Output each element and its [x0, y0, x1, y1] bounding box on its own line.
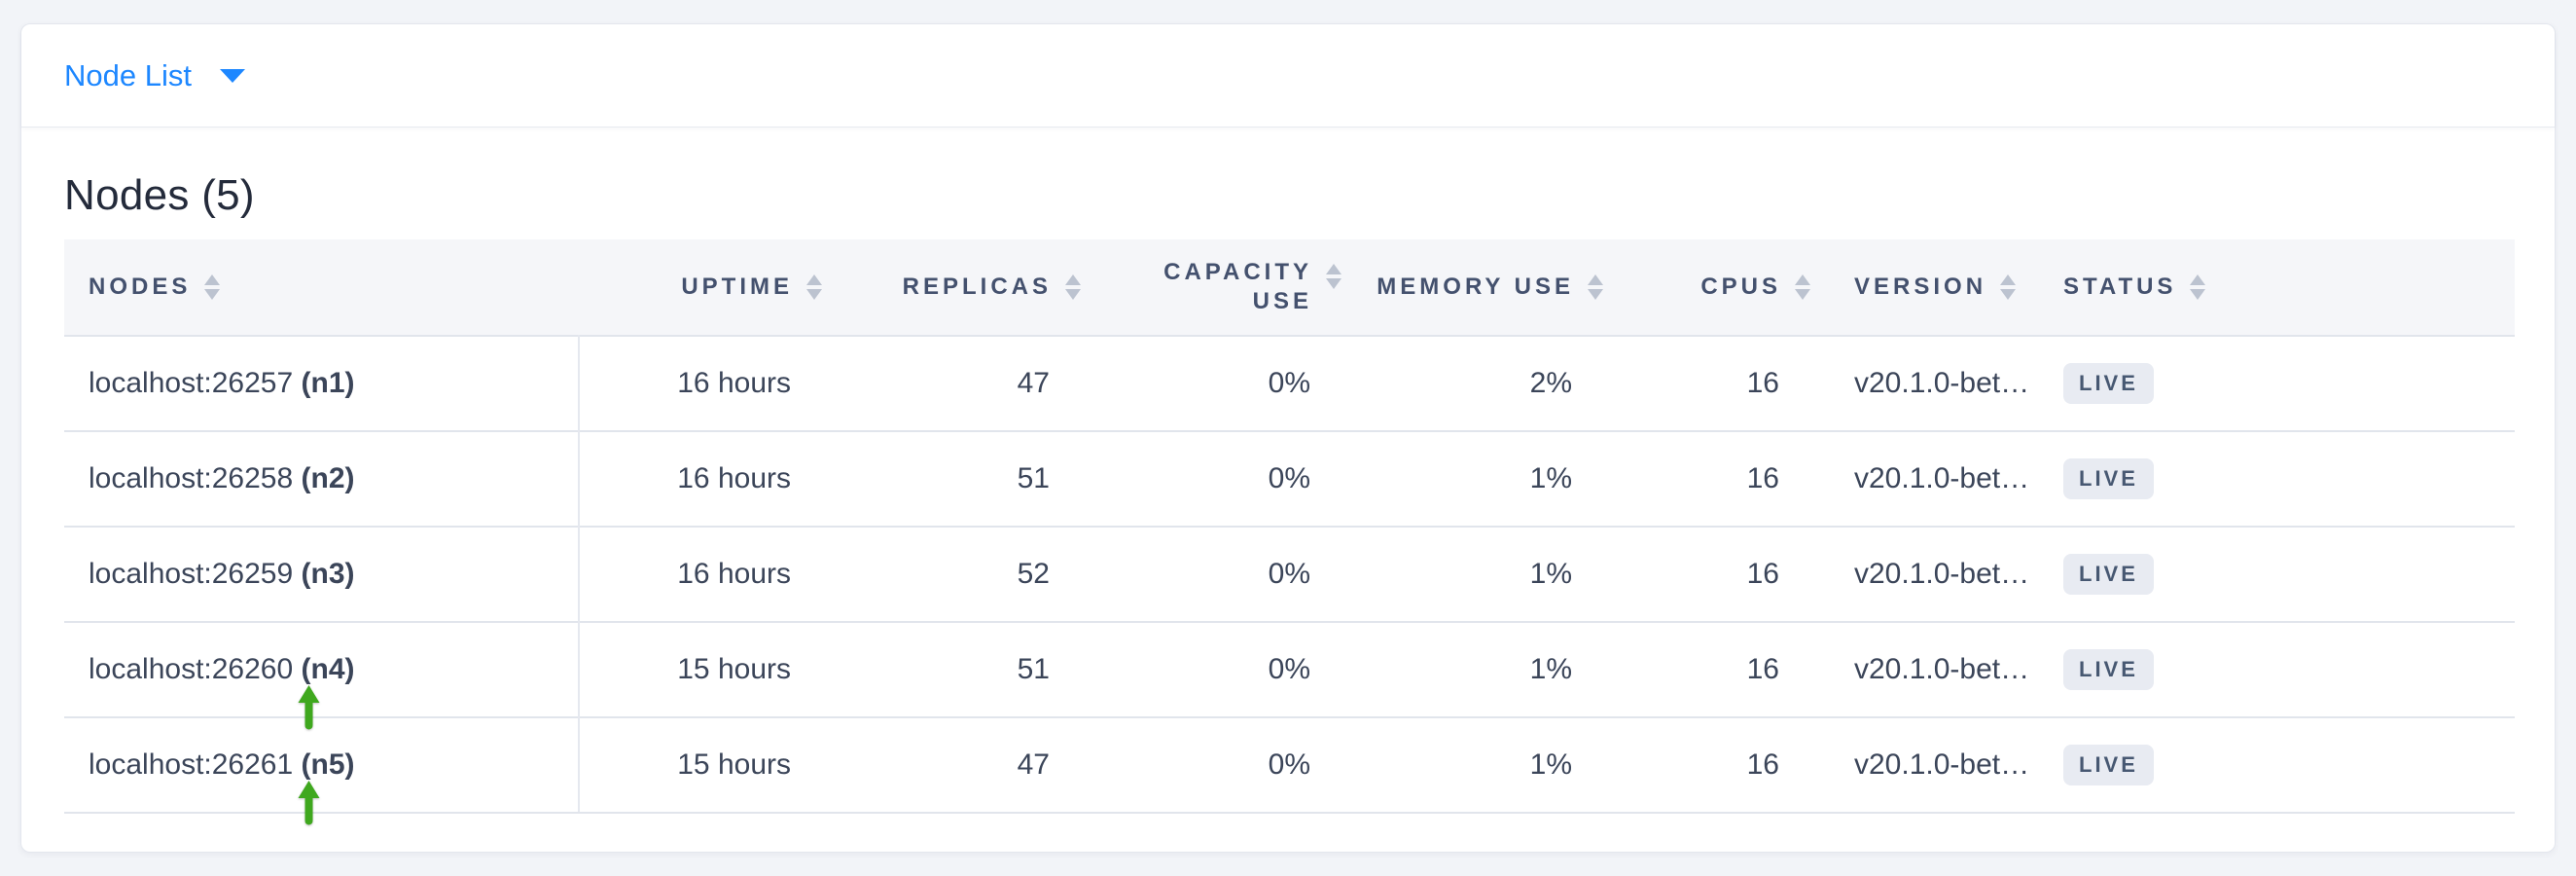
- status-cell: LIVE: [2052, 430, 2515, 527]
- node-address: localhost:26257: [89, 367, 302, 399]
- cpus-cell: 16: [1605, 335, 1812, 431]
- sort-icon[interactable]: [2188, 273, 2207, 302]
- memory-use-cell: 1%: [1343, 716, 1605, 814]
- table-row: localhost:26259 (n3) 16 hours 52 0% 1% 16 v20.…: [64, 526, 2515, 622]
- column-label: CAPACITY USE: [1163, 259, 1312, 314]
- column-label: STATUS: [2063, 274, 2177, 300]
- column-header-nodes[interactable]: NODES: [64, 239, 579, 336]
- version-cell: v20.1.0-bet…: [1812, 335, 2052, 431]
- sort-icon[interactable]: [805, 273, 824, 302]
- sort-icon[interactable]: [1324, 262, 1343, 291]
- node-id: (n5): [301, 748, 355, 781]
- capacity-use-cell: 0%: [1083, 621, 1343, 717]
- table-header-row: NODES UPTIME REPLICAS CAPACITY USE MEMOR…: [64, 239, 2515, 336]
- replicas-cell: 47: [824, 716, 1083, 814]
- version-cell: v20.1.0-bet…: [1812, 430, 2052, 527]
- node-address-cell: localhost:26259 (n3): [64, 526, 580, 622]
- status-cell: LIVE: [2052, 335, 2515, 431]
- sort-icon[interactable]: [1063, 273, 1083, 302]
- capacity-use-cell: 0%: [1083, 335, 1343, 431]
- node-address: localhost:26258: [89, 462, 302, 494]
- node-address-cell: localhost:26261 (n5): [64, 716, 580, 825]
- uptime-cell: 16 hours: [579, 526, 824, 622]
- status-badge: LIVE: [2063, 554, 2154, 595]
- node-id: (n1): [301, 367, 355, 399]
- version-cell: v20.1.0-bet…: [1812, 716, 2052, 814]
- status-badge: LIVE: [2063, 458, 2154, 499]
- column-header-capacity_use[interactable]: CAPACITY USE: [1083, 239, 1343, 336]
- cpus-cell: 16: [1605, 526, 1812, 622]
- cpus-cell: 16: [1605, 716, 1812, 814]
- node-address: localhost:26261: [89, 748, 302, 781]
- replicas-cell: 51: [824, 621, 1083, 717]
- replicas-cell: 52: [824, 526, 1083, 622]
- status-cell: LIVE: [2052, 526, 2515, 622]
- column-label: MEMORY USE: [1377, 274, 1574, 300]
- column-header-version[interactable]: VERSION: [1812, 239, 2052, 336]
- capacity-use-cell: 0%: [1083, 430, 1343, 527]
- sort-icon[interactable]: [1586, 273, 1605, 302]
- column-header-uptime[interactable]: UPTIME: [579, 239, 824, 336]
- node-id: (n3): [301, 558, 355, 590]
- node-address-cell: localhost:26258 (n2): [64, 430, 580, 527]
- table-body: localhost:26257 (n1) 16 hours 47 0% 2% 16 v20.…: [64, 335, 2515, 825]
- sort-icon[interactable]: [202, 273, 222, 302]
- memory-use-cell: 1%: [1343, 526, 1605, 622]
- node-address-cell: localhost:26257 (n1): [64, 335, 580, 431]
- version-cell: v20.1.0-bet…: [1812, 526, 2052, 622]
- table-head: NODES UPTIME REPLICAS CAPACITY USE MEMOR…: [64, 239, 2515, 336]
- column-header-replicas[interactable]: REPLICAS: [824, 239, 1083, 336]
- memory-use-cell: 1%: [1343, 430, 1605, 527]
- view-dropdown[interactable]: Node List: [64, 58, 246, 93]
- table-row: localhost:26261 (n5) 15 hours 47 0% 1% 16 v20…: [64, 716, 2515, 825]
- version-cell: v20.1.0-bet…: [1812, 621, 2052, 717]
- node-address-cell: localhost:26260 (n4): [64, 621, 580, 730]
- node-address: localhost:26260: [89, 653, 302, 685]
- table-row: localhost:26260 (n4) 15 hours 51 0% 1% 16 v20…: [64, 621, 2515, 730]
- column-header-memory_use[interactable]: MEMORY USE: [1343, 239, 1605, 336]
- chevron-down-icon: [219, 68, 245, 83]
- cpus-cell: 16: [1605, 621, 1812, 717]
- column-label: CPUS: [1700, 274, 1781, 300]
- table-row: localhost:26258 (n2) 16 hours 51 0% 1% 16 v20.…: [64, 430, 2515, 527]
- capacity-use-cell: 0%: [1083, 716, 1343, 814]
- view-selector-bar: Node List: [21, 24, 2555, 128]
- uptime-cell: 16 hours: [579, 335, 824, 431]
- cpus-cell: 16: [1605, 430, 1812, 527]
- uptime-cell: 16 hours: [579, 430, 824, 527]
- view-dropdown-label: Node List: [64, 57, 192, 92]
- uptime-cell: 15 hours: [579, 621, 824, 717]
- page-title: Nodes (5): [64, 171, 255, 219]
- capacity-use-cell: 0%: [1083, 526, 1343, 622]
- status-badge: LIVE: [2063, 363, 2154, 404]
- column-label: REPLICAS: [902, 274, 1052, 300]
- nodes-table: NODES UPTIME REPLICAS CAPACITY USE MEMOR…: [64, 239, 2515, 825]
- column-label: VERSION: [1854, 274, 1987, 300]
- sort-icon[interactable]: [1793, 273, 1812, 302]
- status-cell: LIVE: [2052, 621, 2515, 717]
- replicas-cell: 51: [824, 430, 1083, 527]
- node-id: (n4): [301, 653, 355, 685]
- column-label: UPTIME: [681, 274, 793, 300]
- node-list-card: Node List Nodes (5) NODES UPTIME REPLICA…: [20, 23, 2556, 853]
- node-id: (n2): [301, 462, 355, 494]
- node-address: localhost:26259: [89, 558, 302, 590]
- column-label: NODES: [89, 274, 192, 300]
- nodes-section: Nodes (5) NODES UPTIME REPLICAS CAPACITY…: [21, 171, 2555, 825]
- column-header-status[interactable]: STATUS: [2052, 239, 2515, 336]
- sort-icon[interactable]: [1998, 273, 2018, 302]
- status-cell: LIVE: [2052, 716, 2515, 814]
- memory-use-cell: 2%: [1343, 335, 1605, 431]
- status-badge: LIVE: [2063, 649, 2154, 690]
- column-header-cpus[interactable]: CPUS: [1605, 239, 1812, 336]
- annotation-arrow-icon: [298, 781, 320, 825]
- uptime-cell: 15 hours: [579, 716, 824, 814]
- replicas-cell: 47: [824, 335, 1083, 431]
- status-badge: LIVE: [2063, 745, 2154, 785]
- memory-use-cell: 1%: [1343, 621, 1605, 717]
- table-row: localhost:26257 (n1) 16 hours 47 0% 2% 16 v20.…: [64, 335, 2515, 431]
